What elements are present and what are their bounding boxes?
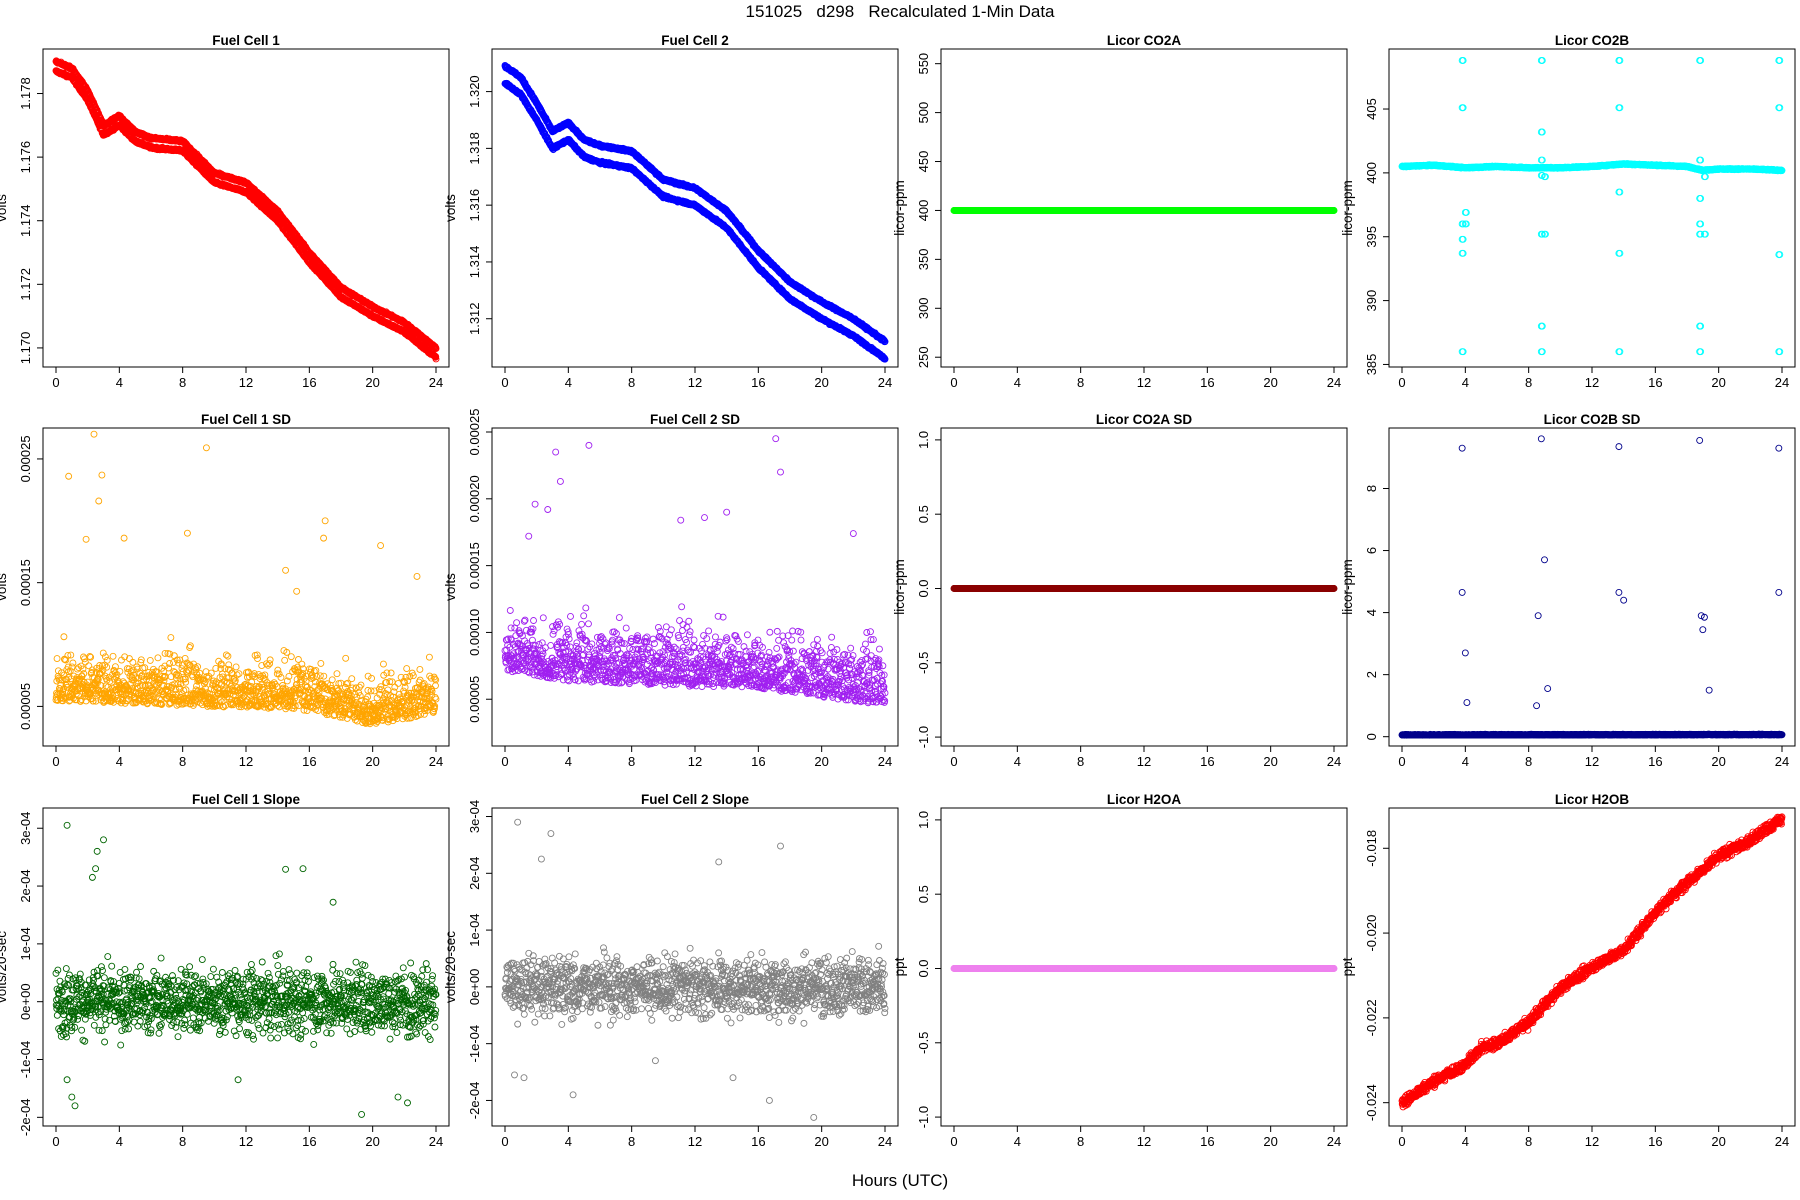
- y-tick-label: 1.316: [467, 189, 482, 222]
- panel-0: Fuel Cell 1 volts 0 4 8 12 16 20 24 1.170 1.172 1.1…: [0, 33, 450, 390]
- panel-1: Fuel Cell 2 volts 0 4 8 12 16 20 24 1.312 1.314 1.3…: [443, 33, 899, 390]
- y-tick-label: 1.172: [18, 268, 33, 301]
- x-tick-label: 20: [814, 375, 828, 390]
- x-tick-label: 24: [429, 375, 443, 390]
- y-axis-label: volts: [443, 194, 458, 222]
- y-tick-label: 1.320: [467, 75, 482, 108]
- panel-title: Fuel Cell 1: [212, 33, 280, 48]
- x-tick-label: 24: [878, 375, 892, 390]
- x-tick-label: 0: [52, 375, 59, 390]
- y-tick-label: 1.176: [18, 141, 33, 174]
- y-tick-label: 1.174: [18, 204, 33, 237]
- x-tick-label: 20: [365, 375, 379, 390]
- x-tick-label: 8: [179, 375, 186, 390]
- data-points: [52, 57, 440, 363]
- x-tick-label: 4: [565, 375, 572, 390]
- x-tick-label: 12: [239, 375, 253, 390]
- x-tick-label: 12: [688, 375, 702, 390]
- panel-title: Fuel Cell 2: [661, 33, 729, 48]
- y-tick-label: 1.170: [18, 332, 33, 365]
- x-tick-label: 16: [302, 375, 316, 390]
- data-points: [501, 61, 889, 363]
- x-tick-label: 0: [501, 375, 508, 390]
- plot-frame: [42, 48, 450, 368]
- x-tick-label: 4: [116, 375, 123, 390]
- x-tick-label: 16: [751, 375, 765, 390]
- x-tick-label: 8: [628, 375, 635, 390]
- page-title: 151025 d298 Recalculated 1-Min Data: [0, 2, 1800, 22]
- y-axis-label: volts: [0, 194, 9, 222]
- y-tick-label: 1.312: [467, 302, 482, 335]
- y-tick-label: 1.178: [18, 77, 33, 110]
- y-tick-label: 1.318: [467, 132, 482, 165]
- y-tick-label: 1.314: [467, 246, 482, 279]
